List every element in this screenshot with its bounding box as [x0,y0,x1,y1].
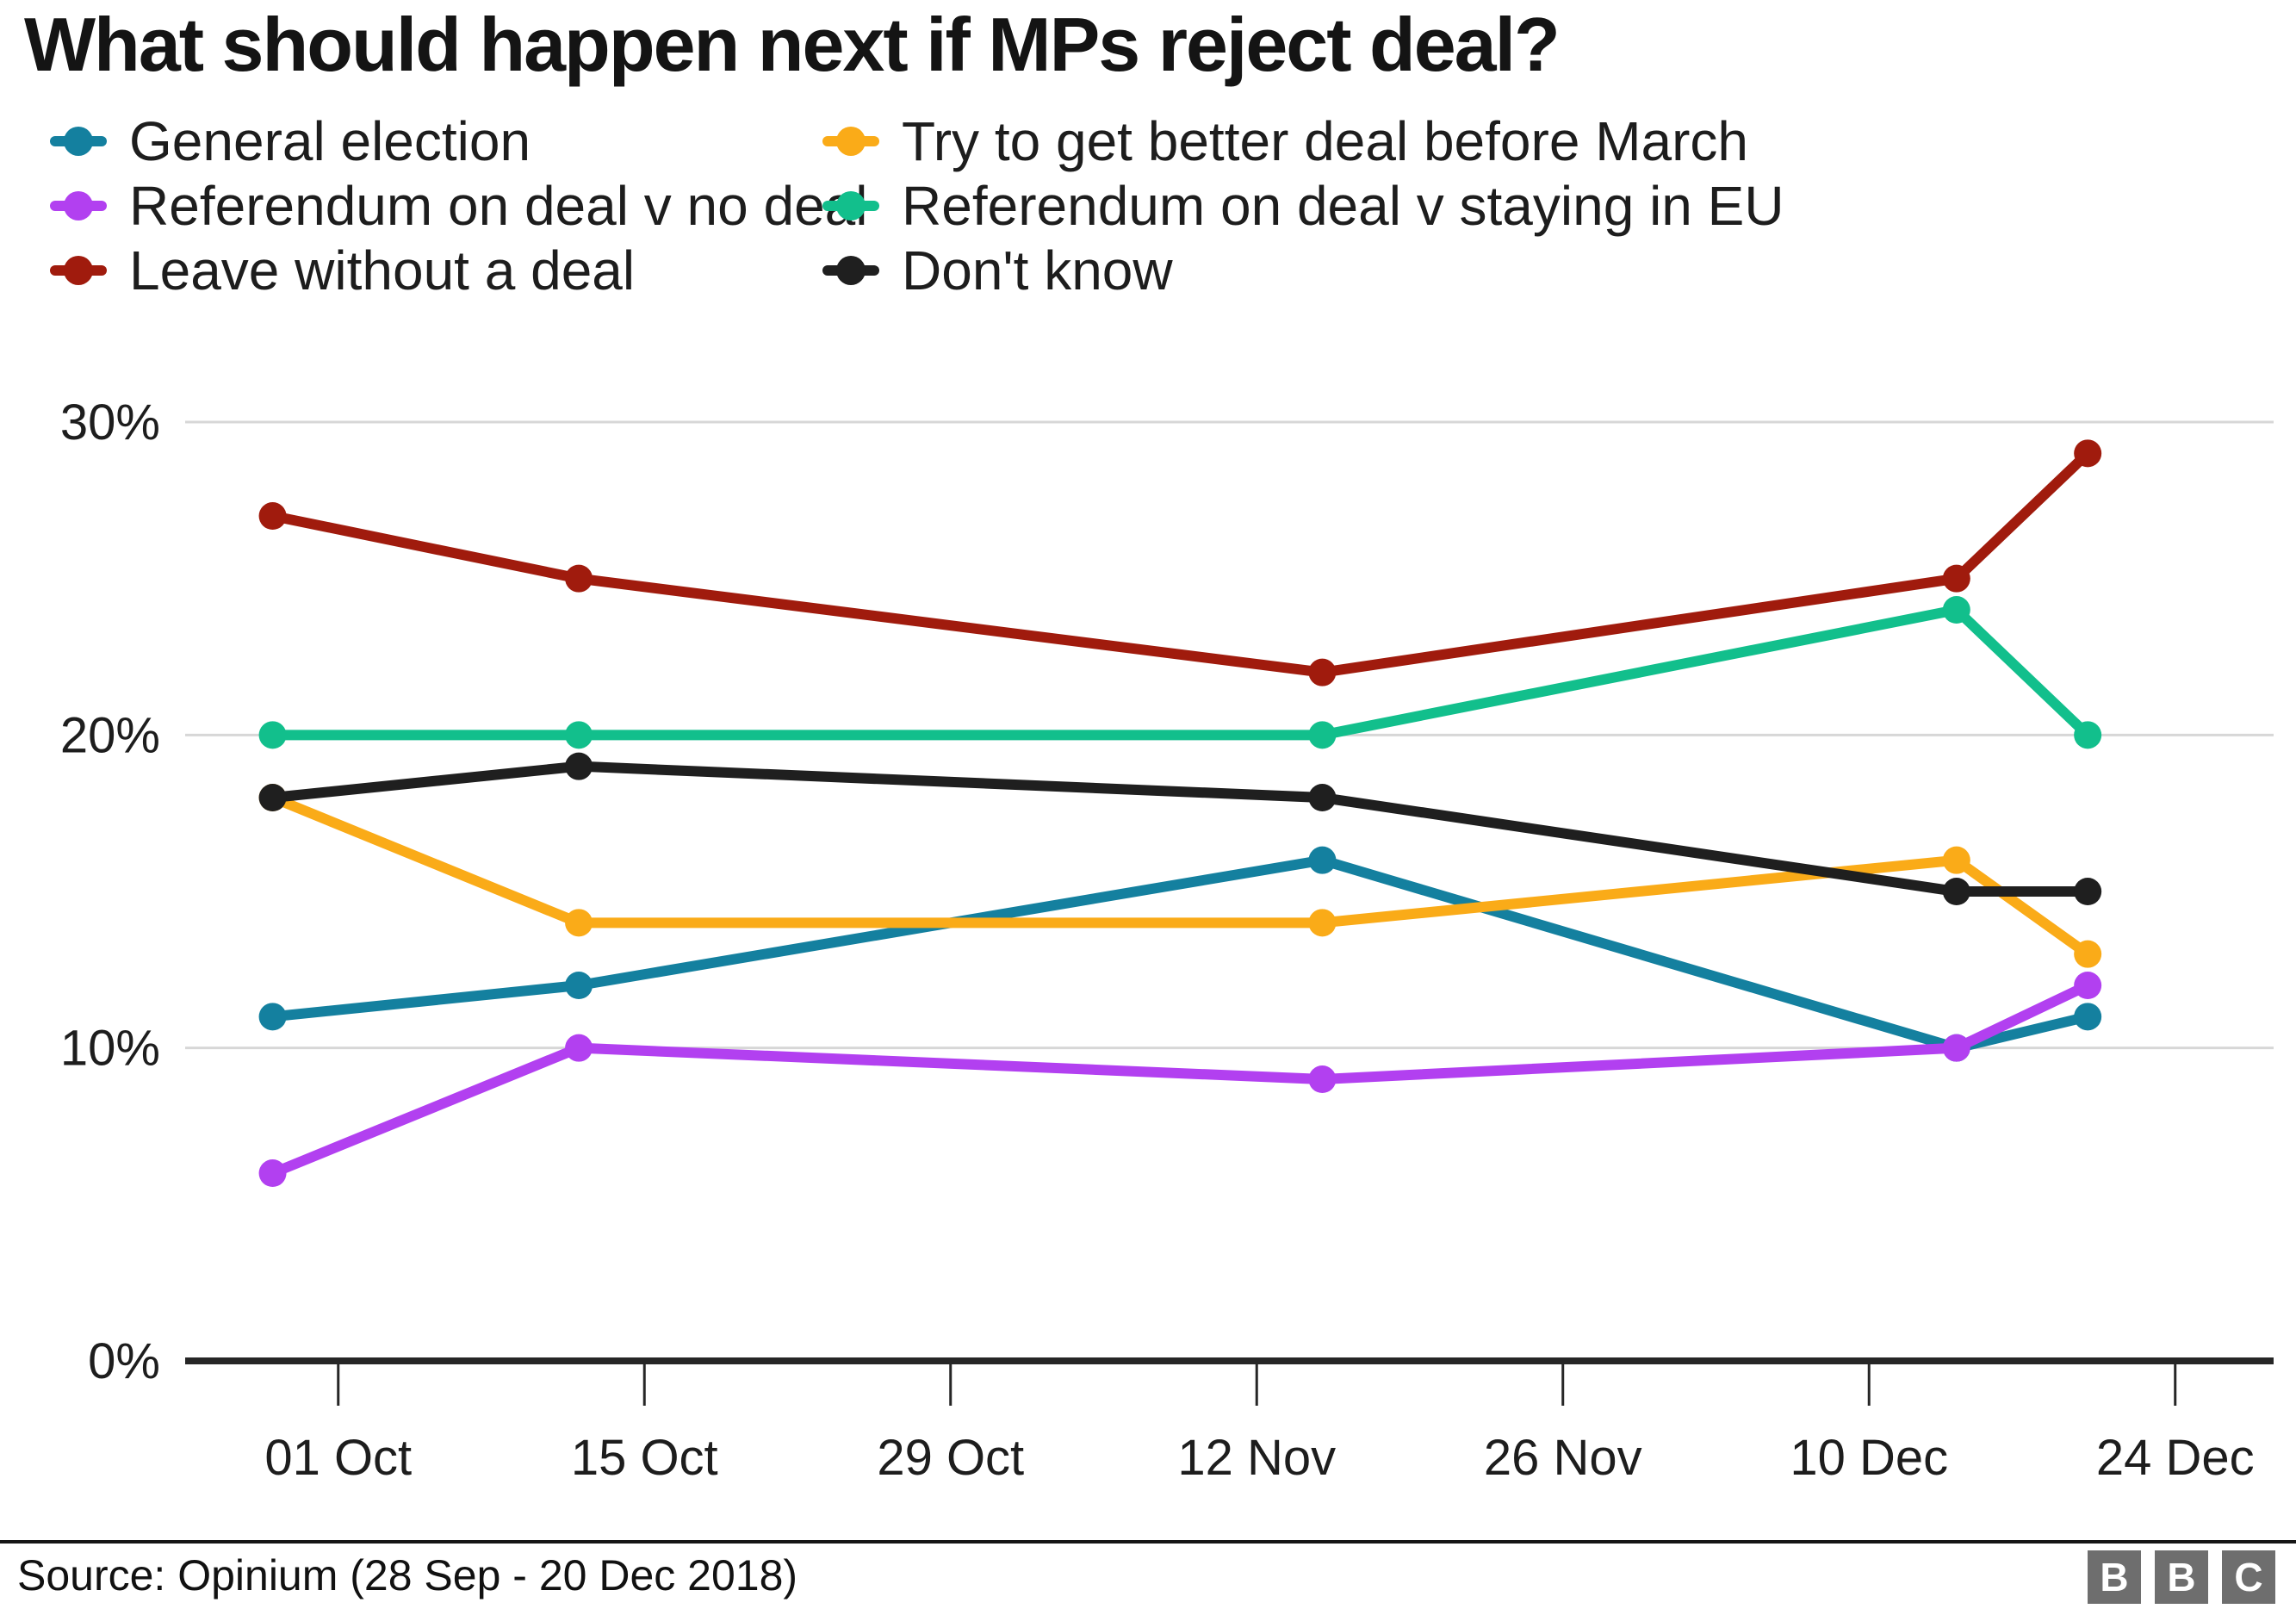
data-point-leave-without-a-deal [565,564,593,593]
legend-item-referendum-deal-v-staying-eu: Referendum on deal v staying in EU [822,178,1784,233]
legend-dot-icon [836,190,866,221]
legend-marker-icon [822,126,879,156]
page-title: What should happen next if MPs reject de… [24,2,1561,87]
data-point-referendum-deal-v-no-deal [2074,972,2102,1000]
data-point-general-election [1308,846,1337,874]
data-point-leave-without-a-deal [258,502,287,531]
data-point-general-election [565,972,593,1000]
bbc-logo-letter: B [2155,1550,2208,1604]
legend-item-label: Leave without a deal [129,239,636,301]
data-point-dont-know [258,784,287,812]
data-point-try-better-deal [1942,846,1970,874]
x-axis-label: 15 Oct [571,1430,718,1486]
data-point-leave-without-a-deal [1308,658,1337,686]
y-axis-label: 10% [60,1021,160,1077]
legend-item-referendum-deal-v-no-deal: Referendum on deal v no deal [50,178,867,233]
legend-item-try-better-deal: Try to get better deal before March [822,114,1784,169]
data-point-leave-without-a-deal [1942,564,1970,593]
legend-marker-icon [822,190,879,221]
legend-dot-icon [64,255,93,285]
data-point-general-election [258,1003,287,1031]
legend-dot-icon [836,126,866,156]
data-point-general-election [2074,1003,2102,1031]
series-line-try-better-deal [267,792,2094,960]
data-point-referendum-deal-v-no-deal [1942,1034,1970,1062]
legend-dot-icon [64,190,93,221]
x-axis-label: 29 Oct [877,1430,1024,1486]
data-point-referendum-deal-v-no-deal [1308,1065,1337,1094]
data-point-referendum-deal-v-staying-eu [1942,596,1970,624]
legend-item-label: Don't know [902,239,1173,301]
legend-dot-icon [64,126,93,156]
legend-item-label: Referendum on deal v staying in EU [902,174,1784,237]
data-point-referendum-deal-v-staying-eu [565,721,593,749]
legend-item-label: Referendum on deal v no deal [129,174,868,237]
data-point-referendum-deal-v-staying-eu [1308,721,1337,749]
data-point-leave-without-a-deal [2074,439,2102,468]
bbc-logo-letter: B [2088,1550,2141,1604]
x-axis-label: 12 Nov [1177,1430,1336,1486]
data-point-dont-know [1942,878,1970,906]
data-point-referendum-deal-v-staying-eu [2074,721,2102,749]
bbc-logo-letter: C [2222,1550,2275,1604]
legend-marker-icon [50,190,107,221]
data-point-try-better-deal [1308,909,1337,937]
footer-divider [0,1540,2296,1544]
y-axis-label: 30% [60,394,160,450]
legend-item-label: Try to get better deal before March [902,109,1748,172]
bbc-logo: B B C [2088,1550,2275,1604]
y-axis-label: 20% [60,707,160,763]
x-axis-label: 26 Nov [1484,1430,1642,1486]
legend: General election Try to get better deal b… [50,109,1784,302]
legend-marker-icon [822,255,879,285]
legend-dot-icon [836,255,866,285]
x-axis-label: 10 Dec [1790,1430,1948,1486]
x-axis-label: 24 Dec [2096,1430,2255,1486]
legend-item-label: General election [129,109,531,172]
data-point-referendum-deal-v-no-deal [258,1159,287,1188]
legend-marker-icon [50,255,107,285]
data-point-dont-know [1308,784,1337,812]
series-line-dont-know [267,761,2094,898]
data-point-dont-know [2074,878,2102,906]
data-point-try-better-deal [2074,940,2102,968]
data-point-dont-know [565,752,593,780]
legend-item-dont-know: Don't know [822,243,1784,298]
series-line-referendum-deal-v-no-deal [267,980,2094,1179]
legend-marker-icon [50,126,107,156]
y-axis-label: 0% [88,1333,160,1389]
legend-item-leave-without-a-deal: Leave without a deal [50,243,822,298]
data-point-try-better-deal [565,909,593,937]
series-line-general-election [267,854,2094,1053]
source-text: Source: Opinium (28 Sep - 20 Dec 2018) [17,1551,798,1599]
series-line-referendum-deal-v-staying-eu [267,605,2094,741]
data-point-referendum-deal-v-no-deal [565,1034,593,1062]
x-axis-label: 01 Oct [264,1430,412,1486]
legend-item-general-election: General election [50,114,822,169]
data-point-referendum-deal-v-staying-eu [258,721,287,749]
